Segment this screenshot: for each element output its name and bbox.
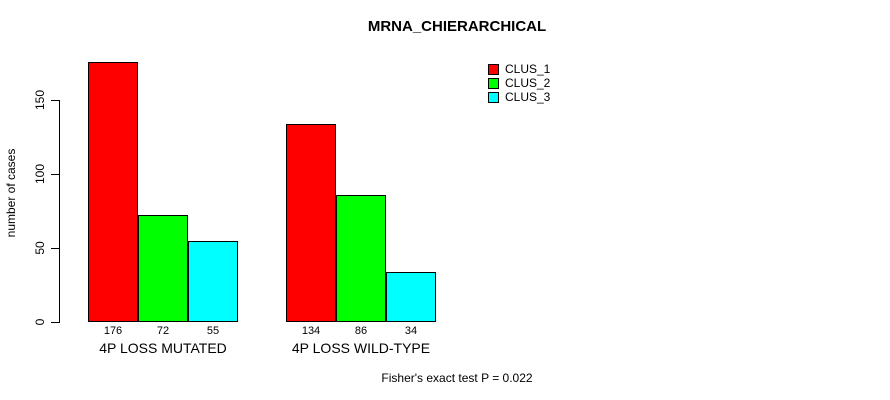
bar-value-label: 72 (156, 325, 170, 337)
y-tick-mark (51, 322, 59, 323)
y-tick-mark (51, 248, 59, 249)
bar-clus-1-4p-loss-wild-type (286, 124, 336, 322)
bar-value-label: 86 (354, 325, 368, 337)
legend-swatch-icon (488, 91, 499, 103)
bar-clus-3-4p-loss-mutated (188, 241, 238, 322)
bar-clus-2-4p-loss-wild-type (336, 195, 386, 322)
legend-label: CLUS_3 (505, 90, 551, 104)
legend-swatch-icon (488, 77, 499, 89)
bar-value-label: 34 (404, 325, 418, 337)
chart-title: MRNA_CHIERARCHICAL (367, 18, 547, 35)
legend-item-clus-1: CLUS_1 (488, 62, 550, 76)
x-category-label-4p-loss-wild-type: 4P LOSS WILD-TYPE (291, 340, 431, 356)
y-axis-line (59, 100, 60, 323)
bar-clus-1-4p-loss-mutated (88, 62, 138, 322)
legend-item-clus-3: CLUS_3 (488, 90, 550, 104)
bar-clus-3-4p-loss-wild-type (386, 272, 436, 322)
x-category-label-4p-loss-mutated: 4P LOSS MUTATED (99, 340, 227, 356)
bar-value-label: 176 (103, 325, 123, 337)
legend: CLUS_1 CLUS_2 CLUS_3 (488, 62, 550, 104)
y-tick-label: 150 (33, 89, 47, 111)
bar-value-label: 55 (206, 325, 220, 337)
bar-clus-2-4p-loss-mutated (138, 215, 188, 322)
bar-value-label: 134 (301, 325, 321, 337)
legend-swatch-icon (488, 63, 499, 75)
legend-item-clus-2: CLUS_2 (488, 76, 550, 90)
y-tick-label: 50 (33, 241, 47, 255)
fisher-test-annotation: Fisher's exact test P = 0.022 (381, 371, 533, 385)
legend-label: CLUS_1 (505, 62, 551, 76)
y-tick-label: 100 (33, 163, 47, 185)
legend-label: CLUS_2 (505, 76, 551, 90)
y-tick-label: 0 (33, 318, 47, 326)
y-axis-label: number of cases (4, 148, 18, 238)
y-tick-mark (51, 174, 59, 175)
y-tick-mark (51, 100, 59, 101)
